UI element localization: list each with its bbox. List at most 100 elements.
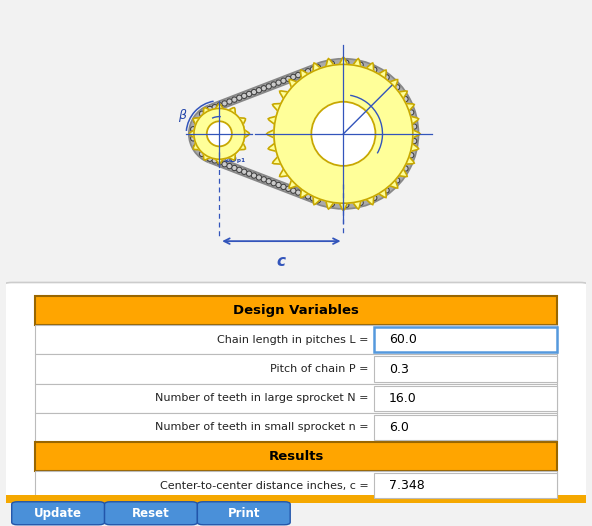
Circle shape [307,195,310,198]
Circle shape [247,173,250,175]
Circle shape [297,74,300,76]
Circle shape [218,161,221,164]
FancyBboxPatch shape [374,414,557,440]
Circle shape [247,93,250,95]
Circle shape [345,204,348,206]
Text: Results: Results [268,450,324,463]
Circle shape [317,66,319,69]
Circle shape [413,125,416,128]
Circle shape [208,157,211,160]
Circle shape [395,179,398,182]
Circle shape [413,140,416,143]
Circle shape [301,192,305,197]
Text: 6.0: 6.0 [389,421,408,434]
Text: Number of teeth in large sprocket N =: Number of teeth in large sprocket N = [155,393,368,403]
Text: 0.3: 0.3 [389,362,408,376]
Circle shape [266,84,271,89]
Circle shape [200,111,205,116]
Circle shape [317,199,319,201]
Circle shape [372,195,377,200]
Circle shape [316,65,320,70]
Circle shape [307,70,310,73]
Text: Update: Update [34,507,82,520]
Circle shape [217,103,222,108]
Circle shape [330,62,333,65]
Circle shape [207,107,213,112]
Circle shape [261,86,266,91]
Circle shape [276,80,281,85]
Circle shape [252,89,256,95]
Circle shape [403,166,408,171]
FancyBboxPatch shape [35,296,557,325]
Circle shape [232,166,237,170]
Circle shape [192,128,195,130]
Circle shape [218,104,221,107]
Circle shape [243,95,246,97]
Circle shape [292,76,295,78]
Text: ⌀Dₚ₂: ⌀Dₚ₂ [355,90,377,100]
Circle shape [292,189,295,192]
Circle shape [310,67,316,72]
Circle shape [359,201,362,204]
Circle shape [266,179,271,184]
Circle shape [291,188,296,193]
Circle shape [395,85,400,90]
FancyBboxPatch shape [3,282,589,498]
Circle shape [287,187,289,190]
FancyBboxPatch shape [105,502,197,525]
Polygon shape [267,57,420,210]
Circle shape [253,90,255,94]
Circle shape [302,193,304,196]
Circle shape [195,119,198,122]
Circle shape [316,65,320,70]
Circle shape [208,157,211,160]
Circle shape [329,61,334,66]
Circle shape [372,67,377,72]
Circle shape [276,183,281,188]
FancyBboxPatch shape [35,383,557,413]
Circle shape [213,159,216,162]
Circle shape [237,95,242,100]
Circle shape [410,154,413,157]
Circle shape [281,185,286,189]
FancyBboxPatch shape [374,327,557,352]
Text: 16.0: 16.0 [389,392,417,404]
Circle shape [213,106,216,108]
Circle shape [384,188,389,193]
Circle shape [316,198,320,203]
Circle shape [305,194,311,199]
Circle shape [258,89,260,92]
Circle shape [317,199,319,201]
Circle shape [282,79,285,82]
Text: c: c [277,254,286,269]
Circle shape [228,165,231,167]
Circle shape [262,87,265,90]
Circle shape [311,197,314,200]
Circle shape [258,176,260,179]
Text: Center-to-center distance inches, c =: Center-to-center distance inches, c = [160,481,368,491]
Circle shape [317,66,319,69]
Circle shape [297,191,300,194]
Circle shape [227,164,232,169]
Circle shape [238,96,241,99]
Circle shape [201,153,204,155]
FancyBboxPatch shape [374,473,557,498]
Circle shape [212,158,217,163]
FancyBboxPatch shape [197,502,290,525]
Circle shape [261,177,266,182]
Circle shape [272,181,275,185]
Circle shape [305,69,311,74]
Circle shape [272,83,275,86]
Circle shape [291,75,296,79]
Circle shape [395,86,398,89]
Circle shape [242,169,247,174]
Circle shape [256,88,262,93]
Circle shape [238,168,241,171]
Circle shape [286,186,291,191]
Circle shape [233,98,236,101]
FancyBboxPatch shape [35,325,557,355]
Circle shape [271,180,276,186]
Circle shape [247,92,252,96]
Circle shape [373,197,375,199]
Circle shape [222,161,227,167]
